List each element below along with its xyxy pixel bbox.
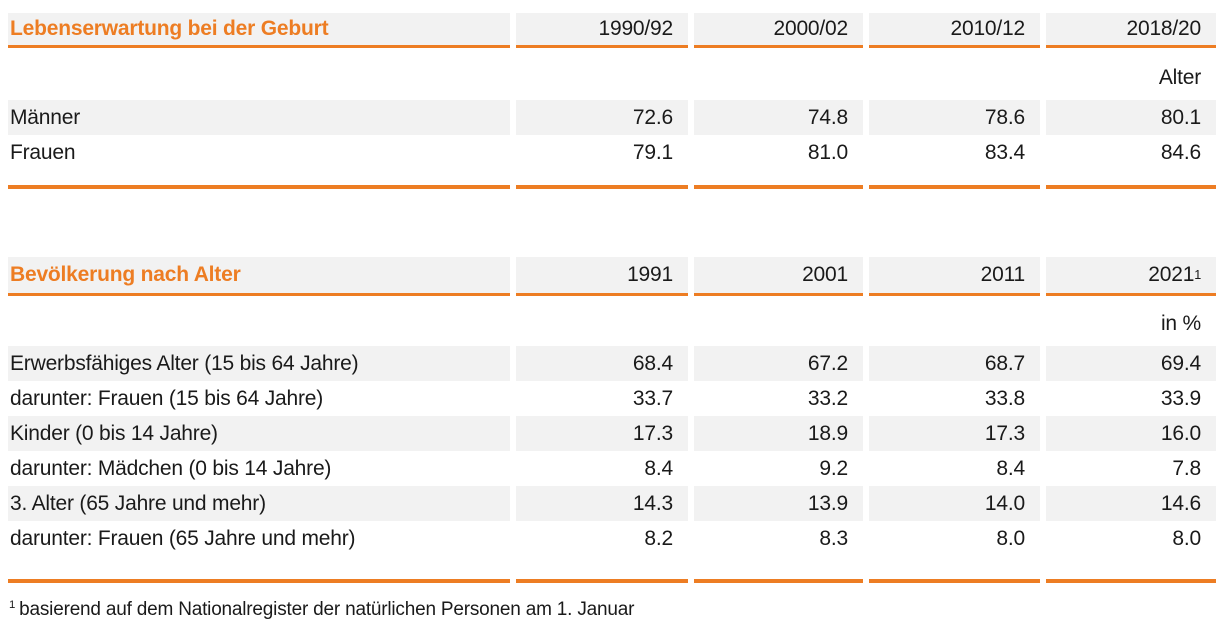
value-cell: 18.9: [694, 416, 863, 451]
value-cell: 9.2: [819, 456, 848, 480]
table-bottom-border: [869, 556, 1040, 583]
value-cell: 33.8: [984, 386, 1025, 410]
value-cell: 14.3: [516, 486, 688, 521]
empty-cell: [516, 48, 688, 100]
value-cell: 78.6: [869, 100, 1040, 135]
value-cell: 72.6: [516, 100, 688, 135]
value-cell: 8.0: [996, 526, 1025, 550]
footnote-text: basierend auf dem Nationalregister der n…: [19, 599, 635, 620]
page: Lebenserwartung bei der Geburt 1990/92 2…: [8, 13, 1216, 621]
value-cell: 33.9: [1160, 386, 1201, 410]
value-cell: 33.7: [632, 386, 673, 410]
table-bottom-border: [1046, 556, 1216, 583]
row-label: darunter: Mädchen (0 bis 14 Jahre): [10, 456, 332, 480]
empty-cell: [8, 296, 510, 346]
empty-cell: [516, 296, 688, 346]
row-label: Erwerbsfähiges Alter (15 bis 64 Jahre): [8, 346, 510, 381]
value-cell: 79.1: [632, 140, 673, 164]
row-label: Männer: [8, 100, 510, 135]
empty-cell: [8, 48, 510, 100]
row-label: darunter: Frauen (65 Jahre und mehr): [10, 526, 356, 550]
value-cell: 74.8: [694, 100, 863, 135]
table-bottom-border: [869, 170, 1040, 189]
table-bottom-border: [8, 556, 510, 583]
value-cell: 13.9: [694, 486, 863, 521]
life-expectancy-table: Lebenserwartung bei der Geburt 1990/92 2…: [8, 13, 1216, 189]
table-bottom-border: [516, 556, 688, 583]
row-label: darunter: Frauen (15 bis 64 Jahre): [10, 386, 324, 410]
column-header: 2001: [694, 257, 863, 296]
value-cell: 69.4: [1046, 346, 1216, 381]
value-cell: 14.0: [869, 486, 1040, 521]
value-cell: 68.7: [869, 346, 1040, 381]
value-cell: 80.1: [1046, 100, 1216, 135]
empty-cell: [694, 296, 863, 346]
value-cell: 17.3: [869, 416, 1040, 451]
table-bottom-border: [516, 170, 688, 189]
value-cell: 8.4: [996, 456, 1025, 480]
table-bottom-border: [8, 170, 510, 189]
column-header: 2011: [869, 257, 1040, 296]
table-title: Bevölkerung nach Alter: [8, 257, 510, 296]
value-cell: 33.2: [807, 386, 848, 410]
row-label: Frauen: [10, 140, 76, 164]
table-title: Lebenserwartung bei der Geburt: [8, 13, 510, 48]
value-cell: 17.3: [516, 416, 688, 451]
empty-cell: [694, 48, 863, 100]
column-header-year: 2021: [1148, 263, 1195, 286]
value-cell: 16.0: [1046, 416, 1216, 451]
value-cell: 8.3: [819, 526, 848, 550]
empty-cell: [869, 48, 1040, 100]
value-cell: 7.8: [1172, 456, 1201, 480]
value-cell: 8.4: [644, 456, 673, 480]
column-header: 1991: [516, 257, 688, 296]
empty-cell: [869, 296, 1040, 346]
column-header: 2021 1: [1046, 257, 1216, 296]
value-cell: 81.0: [807, 140, 848, 164]
row-label: 3. Alter (65 Jahre und mehr): [8, 486, 510, 521]
row-label: Kinder (0 bis 14 Jahre): [8, 416, 510, 451]
column-header: 2000/02: [694, 13, 863, 48]
population-by-age-table: Bevölkerung nach Alter 1991 2001 2011 20…: [8, 257, 1216, 583]
value-cell: 8.0: [1172, 526, 1201, 550]
value-cell: 14.6: [1046, 486, 1216, 521]
value-cell: 67.2: [694, 346, 863, 381]
value-cell: 84.6: [1160, 140, 1201, 164]
column-header: 1990/92: [516, 13, 688, 48]
table-bottom-border: [694, 170, 863, 189]
footnote: 1 basierend auf dem Nationalregister der …: [8, 599, 1216, 621]
column-header: 2010/12: [869, 13, 1040, 48]
unit-label: Alter: [1158, 66, 1201, 89]
unit-label: in %: [1160, 312, 1201, 335]
column-header: 2018/20: [1046, 13, 1216, 48]
table-bottom-border: [694, 556, 863, 583]
table-bottom-border: [1046, 170, 1216, 189]
footnote-marker: 1: [9, 598, 16, 611]
value-cell: 8.2: [644, 526, 673, 550]
value-cell: 83.4: [984, 140, 1025, 164]
value-cell: 68.4: [516, 346, 688, 381]
